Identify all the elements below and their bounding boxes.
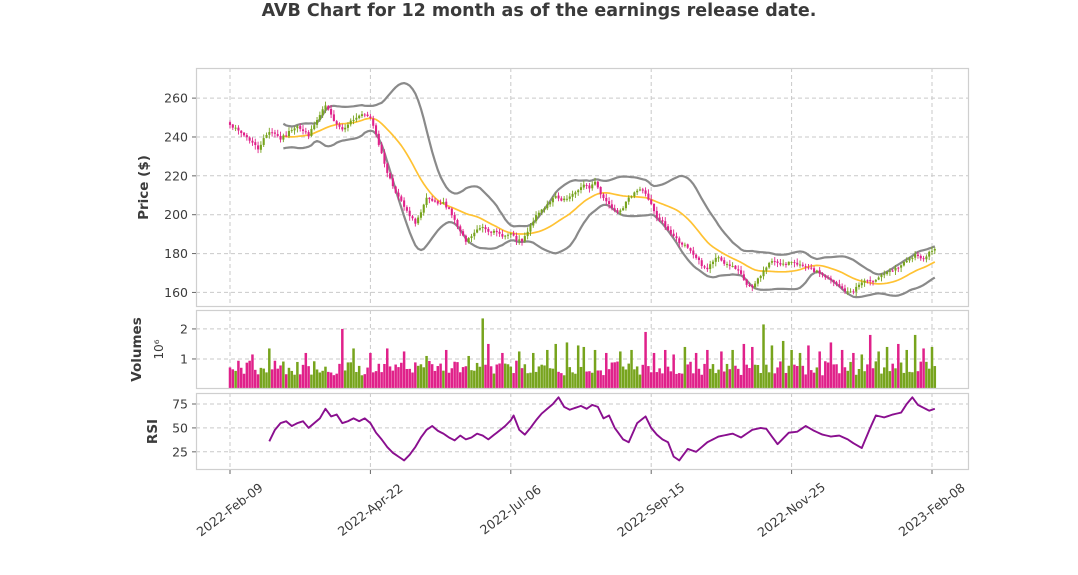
axis-tick-labels: 260 240 220 200 180 160 2 1 75 50 25 2022-Feb-09 202… — [129, 91, 968, 540]
price-panel-border — [195, 67, 970, 308]
x-tick-label: 2023-Feb-08 — [896, 480, 968, 539]
x-tick-label: 2022-Feb-09 — [194, 480, 266, 539]
bollinger-upper-band — [282, 81, 936, 276]
candlestick-series — [228, 101, 936, 297]
x-tick-label: 2022-Jul-06 — [477, 482, 544, 538]
rsi-ytick-label: 50 — [172, 420, 188, 435]
price-ytick-label: 240 — [164, 130, 188, 145]
volume-scale-label: 10⁶ — [152, 339, 166, 359]
price-ytick-label: 180 — [164, 246, 188, 261]
x-tick-label: 2022-Sep-15 — [614, 479, 687, 539]
price-ytick-label: 160 — [164, 285, 188, 300]
price-ytick-label: 200 — [164, 207, 188, 222]
gridlines — [196, 68, 969, 470]
price-ytick-label: 260 — [164, 91, 188, 106]
axis-ticks — [192, 97, 933, 474]
volume-axis-title: Volumes — [129, 317, 145, 381]
rsi-panel-border — [195, 392, 970, 471]
x-tick-label: 2022-Apr-22 — [335, 480, 406, 538]
chart-title: AVB Chart for 12 month as of the earning… — [261, 1, 817, 21]
rsi-ytick-label: 75 — [172, 397, 188, 412]
bollinger-lower-band — [283, 129, 936, 299]
rsi-line — [268, 396, 936, 462]
volume-ytick-label: 1 — [180, 352, 188, 367]
x-tick-label: 2022-Nov-25 — [755, 479, 829, 540]
volume-bars — [228, 318, 937, 389]
price-ytick-label: 220 — [164, 168, 188, 183]
volume-ytick-label: 2 — [180, 321, 188, 336]
price-axis-title: Price ($) — [136, 155, 152, 220]
sma-line — [283, 117, 936, 285]
volume-panel-border — [195, 309, 970, 390]
rsi-axis-title: RSI — [145, 419, 161, 444]
rsi-ytick-label: 25 — [172, 444, 188, 459]
